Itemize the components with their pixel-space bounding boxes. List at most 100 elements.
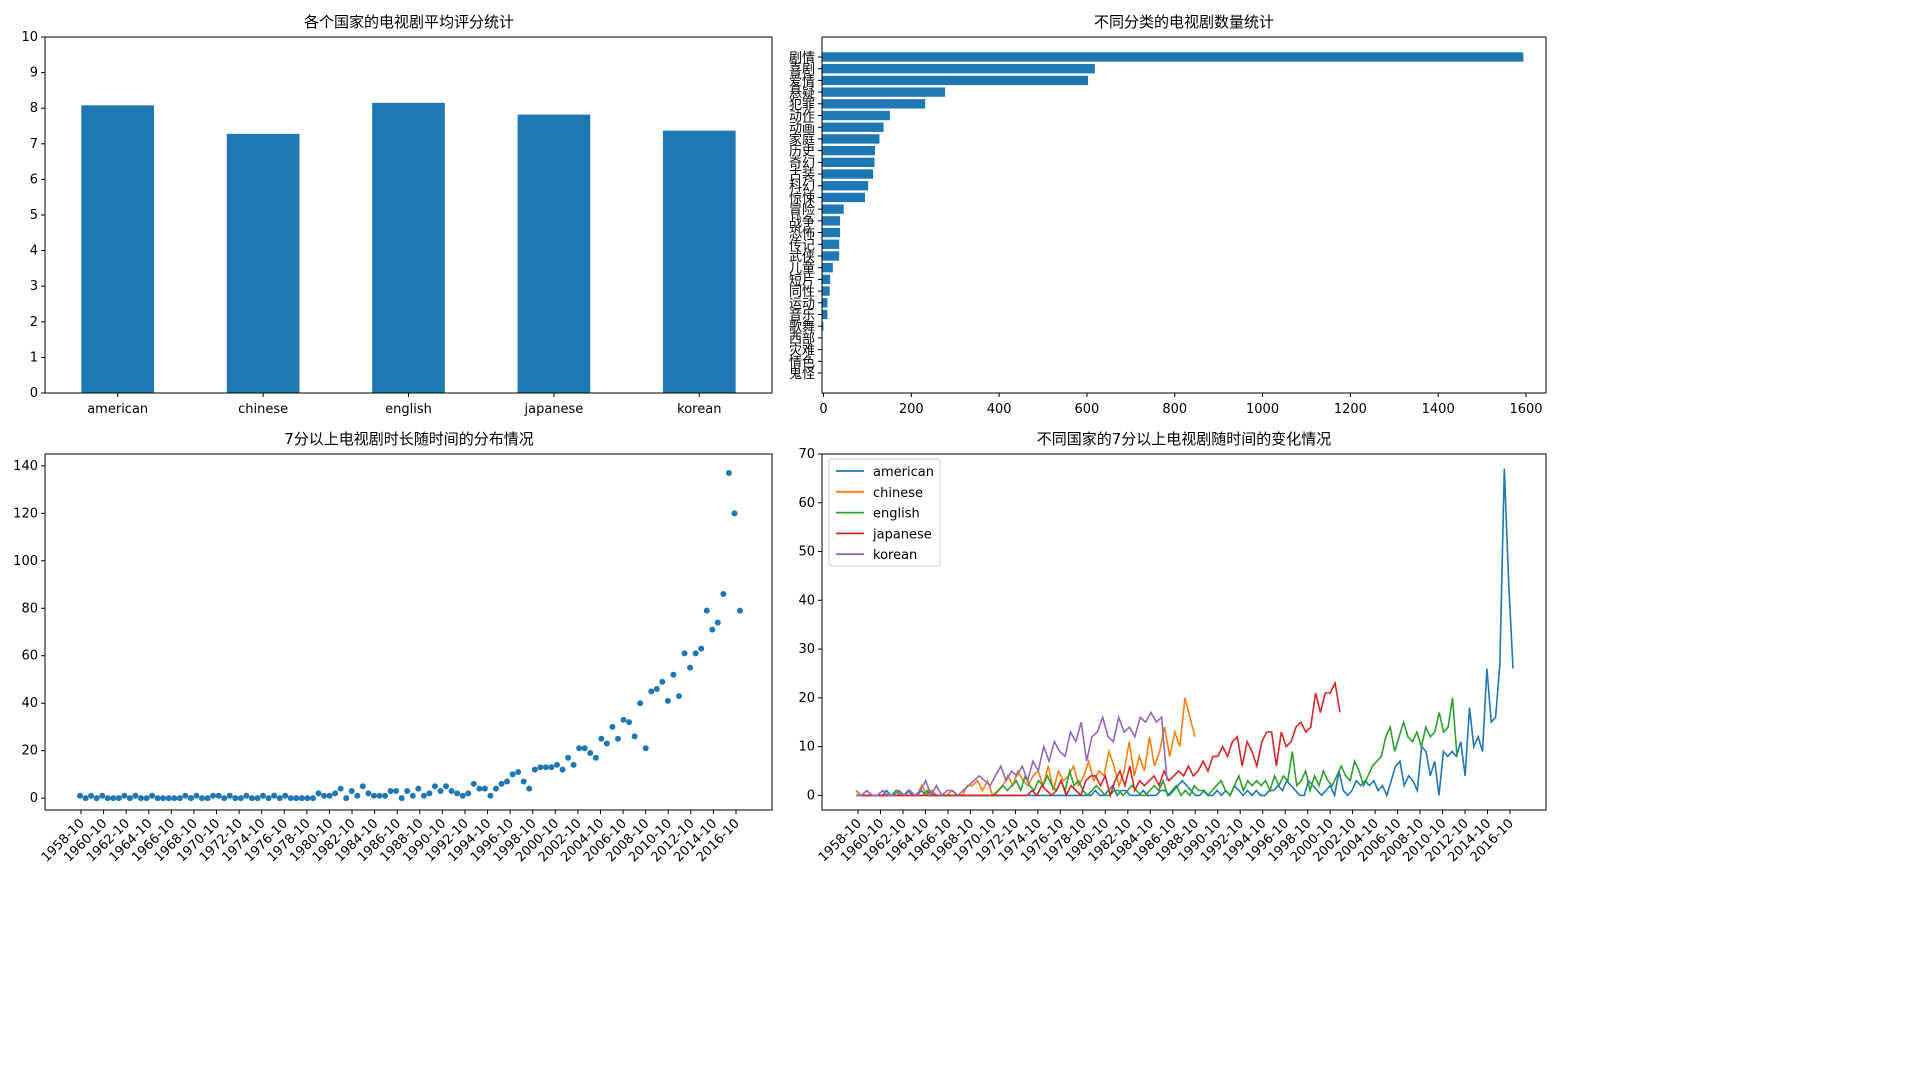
bar-korean (662, 130, 736, 394)
y-tick-label: 灾难 (789, 343, 815, 359)
scatter-point (587, 750, 594, 757)
legend-label-american: american (873, 465, 934, 480)
x-tick-label: 0 (819, 402, 827, 417)
scatter-point (420, 792, 427, 799)
axes-frame-3 (44, 453, 773, 811)
scatter-point (154, 795, 161, 802)
scatter-point (226, 792, 233, 799)
scatter-point (609, 723, 616, 730)
scatter-point (193, 792, 200, 799)
y-tick-label: 古装 (789, 168, 815, 183)
scatter-point (204, 795, 211, 802)
scatter-point (659, 678, 666, 685)
scatter-point (664, 697, 671, 704)
y-tick-label: 历史 (789, 145, 815, 160)
y-tick-label: 10 (21, 30, 38, 45)
bar-家庭 (822, 134, 880, 144)
bar-音乐 (822, 309, 828, 320)
y-tick-label: 40 (798, 593, 815, 608)
chart-title-3: 7分以上电视剧时长随时间的分布情况 (284, 430, 534, 448)
x-tick-label: korean (677, 402, 721, 417)
scatter-point (88, 792, 95, 799)
scatter-point (520, 778, 527, 785)
y-tick-label: 0 (807, 788, 815, 803)
scatter-point (431, 783, 438, 790)
scatter-point (454, 790, 461, 797)
scatter-point (126, 795, 133, 802)
scatter-point (149, 792, 156, 799)
scatter-point (687, 664, 694, 671)
y-tick-label: 100 (13, 554, 38, 569)
bar-历史 (822, 145, 875, 156)
y-tick-label: 0 (30, 386, 38, 401)
scatter-point (614, 735, 621, 742)
scatter-point (298, 795, 305, 802)
scatter-point (581, 745, 588, 752)
scatter-point (620, 716, 627, 723)
legend-label-chinese: chinese (873, 486, 923, 501)
scatter-point (692, 650, 699, 657)
scatter-point (570, 761, 577, 768)
panel-average-rating: 各个国家的电视剧平均评分统计 american chinese english jap… (21, 13, 773, 417)
y-tick-label: 惊悚 (789, 191, 815, 206)
scatter-point (398, 795, 405, 802)
scatter-point (720, 591, 727, 598)
y-tick-label: 儿童 (789, 261, 815, 277)
y-tick-label: 动作 (789, 110, 815, 125)
scatter-point (332, 790, 339, 797)
scatter-point (642, 745, 649, 752)
x-tick-label: 800 (1162, 402, 1187, 417)
x-tick-label: american (87, 402, 148, 417)
y-tick-label: 70 (798, 447, 815, 462)
scatter-point (603, 740, 610, 747)
scatter-point (210, 792, 217, 799)
scatter-point (487, 792, 494, 799)
y-tick-label: 恐怖 (789, 226, 815, 242)
scatter-point (714, 619, 721, 626)
scatter-point (504, 778, 511, 785)
bar-chinese (226, 133, 300, 393)
panel-genre-count: 不同分类的电视剧数量统计 剧情喜剧爱情悬疑犯罪动作动画家庭历史奇幻古装科幻惊悚冒… (789, 13, 1547, 417)
scatter-point (709, 626, 716, 633)
y-tick-label: 科幻 (789, 180, 815, 195)
chart-title-2: 不同分类的电视剧数量统计 (1094, 13, 1274, 31)
bar-恐怖 (822, 227, 841, 238)
y-tick-label: 120 (13, 506, 38, 521)
scatter-point (282, 792, 289, 799)
scatter-point (326, 792, 333, 799)
scatter-point (309, 795, 316, 802)
x-tick-label: english (385, 402, 432, 417)
scatter-point (681, 650, 688, 657)
scatter-point (354, 792, 361, 799)
scatter-point (448, 788, 455, 795)
scatter-point (698, 645, 705, 652)
scatter-point (171, 795, 178, 802)
scatter-point (276, 795, 283, 802)
y-tick-label: 7 (30, 137, 38, 152)
scatter-point (415, 785, 422, 792)
x-tick-label: 1200 (1334, 402, 1367, 417)
scatter-point (165, 795, 172, 802)
scatter-point (359, 783, 366, 790)
bar-悬疑 (822, 87, 946, 97)
y-tick-label: 20 (798, 691, 815, 706)
y-tick-label: 10 (798, 740, 815, 755)
scatter-point (481, 785, 488, 792)
y-tick-label: 50 (798, 545, 815, 560)
scatter-point (160, 795, 167, 802)
y-tick-label: 6 (30, 172, 38, 187)
scatter-point (110, 795, 117, 802)
y-tick-label: 情色 (789, 354, 815, 370)
y-tick-label: 3 (30, 279, 38, 294)
y-tick-label: 2 (30, 315, 38, 330)
bar-古装 (822, 169, 874, 179)
scatter-point (498, 780, 505, 787)
panel-country-lines: 不同国家的7分以上电视剧随时间的变化情况 1958-101960-101962-… (798, 430, 1547, 865)
scatter-point (77, 792, 83, 799)
scatter-point (370, 792, 377, 799)
x-tick-label: 200 (899, 402, 924, 417)
axes-frame-4 (821, 453, 1547, 811)
scatter-point (526, 785, 533, 792)
scatter-point (409, 792, 416, 799)
scatter-point (404, 788, 411, 795)
